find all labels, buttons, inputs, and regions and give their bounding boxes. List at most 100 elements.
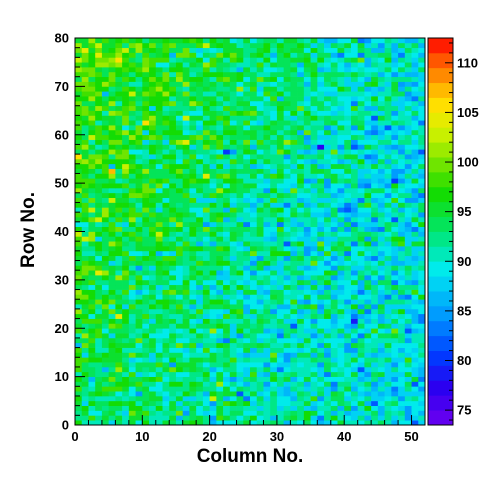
heatmap-cell [75,395,83,402]
heatmap-cell [391,337,399,344]
heatmap-cell [303,308,311,315]
heatmap-cell [88,187,96,194]
heatmap-cell [270,333,278,339]
heatmap-cell [175,381,184,387]
heatmap-cell [377,57,385,63]
heatmap-cell [169,337,177,344]
heatmap-cell [209,294,217,300]
heatmap-cell [88,308,96,315]
heatmap-cell [155,333,163,339]
heatmap-cell [411,318,419,324]
heatmap-cell [236,362,244,368]
heatmap-cell [404,386,412,392]
heatmap-cell [88,275,96,281]
heatmap-cell [297,246,305,252]
heatmap-cell [290,207,298,213]
heatmap-cell [384,71,392,78]
heatmap-cell [223,347,231,353]
heatmap-cell [202,405,210,411]
heatmap-cell [175,236,184,242]
heatmap-cell [149,192,157,198]
heatmap-cell [263,96,271,102]
heatmap-cell [202,110,210,116]
heatmap-cell [189,284,197,290]
heatmap-cell [155,221,163,228]
heatmap-cell [223,216,231,223]
heatmap-cell [155,362,163,368]
heatmap-cell [411,362,419,368]
heatmap-cell [75,250,83,257]
heatmap-cell [276,270,284,276]
heatmap-cell [243,115,251,121]
heatmap-cell [344,71,352,78]
heatmap-cell [155,386,163,392]
heatmap-cell [128,149,136,155]
heatmap-cell [223,337,231,344]
heatmap-cell [236,129,244,136]
heatmap-cell [209,275,217,281]
heatmap-cell [175,125,184,131]
heatmap-cell [115,362,123,368]
heatmap-cell [371,197,379,203]
heatmap-cell [128,100,136,107]
heatmap-cell [276,154,284,160]
heatmap-cell [216,270,224,276]
heatmap-cell [108,236,116,242]
heatmap-cell [371,386,379,392]
heatmap-cell [371,139,379,145]
heatmap-cell [196,202,204,208]
heatmap-cell [398,352,406,358]
heatmap-cell [162,226,170,232]
heatmap-cell [377,197,385,203]
heatmap-cell [216,391,224,397]
heatmap-cell [162,376,170,382]
heatmap-cell [263,241,271,247]
heatmap-cell [371,362,379,368]
heatmap-cell [202,207,210,213]
heatmap-cell [229,323,237,329]
heatmap-cell [256,67,264,73]
heatmap-cell [350,212,359,218]
heatmap-cell [128,279,136,286]
heatmap-cell [202,105,210,111]
heatmap-cell [344,279,352,286]
heatmap-cell [377,216,385,223]
heatmap-cell [270,149,278,155]
heatmap-cell [175,52,184,58]
heatmap-cell [142,115,150,121]
heatmap-cell [88,391,96,397]
heatmap-cell [149,120,157,126]
heatmap-cell [337,47,345,53]
heatmap-cell [377,337,385,344]
heatmap-cell [155,255,163,261]
heatmap-cell [411,91,419,97]
heatmap-cell [398,139,406,145]
heatmap-cell [95,163,103,169]
heatmap-cell [169,47,177,53]
heatmap-cell [250,76,258,82]
heatmap-cell [250,86,258,92]
heatmap-cell [337,57,345,63]
heatmap-cell [276,62,284,68]
heatmap-cell [155,265,163,271]
heatmap-cell [371,62,379,68]
heatmap-cell [243,62,251,68]
heatmap-cell [135,333,143,339]
heatmap-cell [344,110,352,116]
heatmap-cell [418,120,426,126]
heatmap-cell [135,149,143,155]
heatmap-cell [216,197,224,203]
heatmap-cell [229,202,237,208]
heatmap-cell [337,187,345,194]
heatmap-cell [290,67,298,73]
heatmap-cell [263,231,271,237]
heatmap-cell [108,391,116,397]
heatmap-cell [135,202,143,208]
heatmap-cell [384,226,392,232]
heatmap-cell [243,96,251,102]
heatmap-cell [75,202,83,208]
heatmap-cell [236,236,244,242]
heatmap-cell [317,207,325,213]
heatmap-cell [115,129,123,136]
colorbar-band [428,335,453,351]
